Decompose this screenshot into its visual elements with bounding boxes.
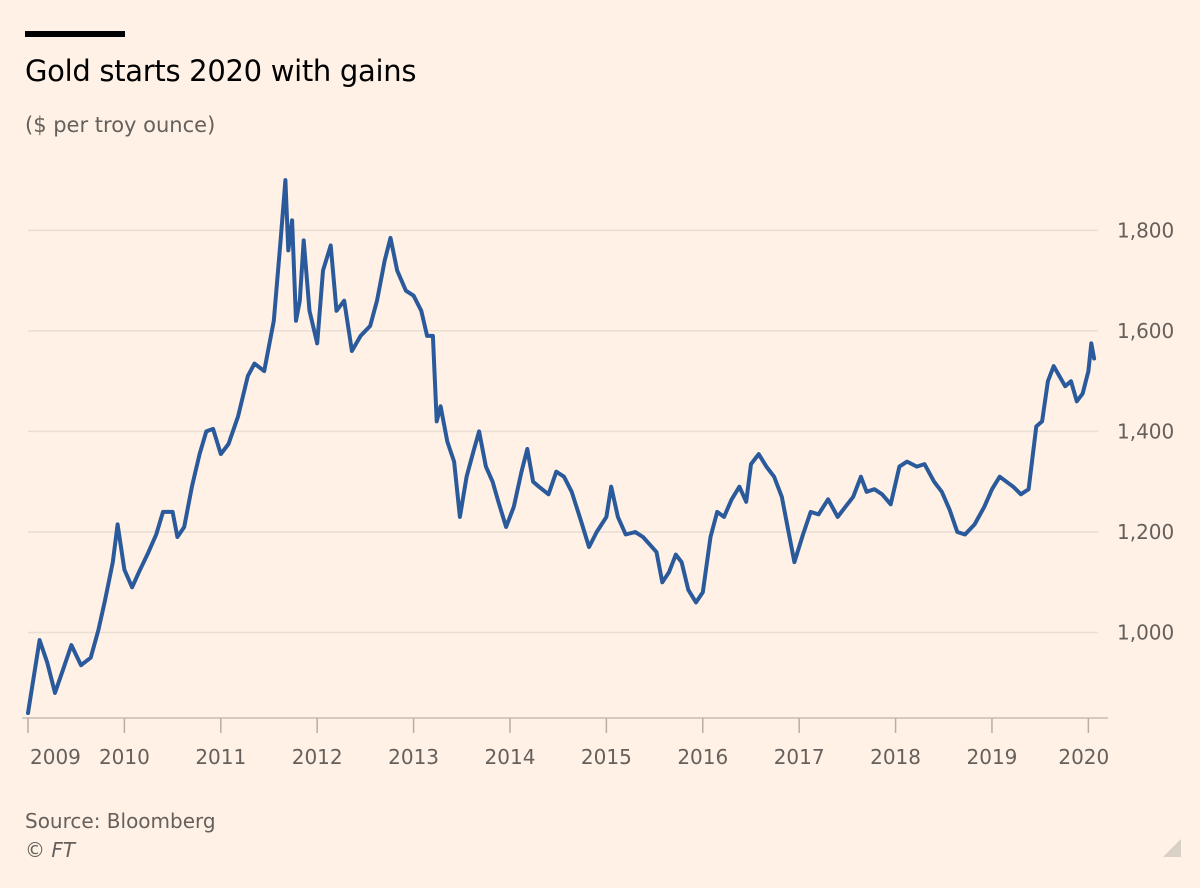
x-tick-label-2014: 2014 xyxy=(485,745,536,769)
resize-handle-icon[interactable] xyxy=(1163,839,1181,857)
x-axis-ticks: 2009 2010 2011 2012 2013 2014 2015 2016 2017 2018… xyxy=(27,718,1109,769)
chart-subtitle: ($ per troy ounce) xyxy=(25,113,216,137)
x-tick-label-2017: 2017 xyxy=(774,745,825,769)
y-tick-label-1400: 1,400 xyxy=(1117,419,1174,443)
x-tick-label-2015: 2015 xyxy=(581,745,632,769)
y-tick-label-1200: 1,200 xyxy=(1117,520,1174,544)
x-tick-label-2020: 2020 xyxy=(1058,745,1109,769)
title-accent-bar xyxy=(25,31,125,37)
y-tick-label-1000: 1,000 xyxy=(1117,621,1174,645)
x-tick-label-2013: 2013 xyxy=(388,745,439,769)
y-tick-label-1600: 1,600 xyxy=(1117,319,1174,343)
y-axis-ticks: 1,000 1,200 1,400 1,600 1,800 xyxy=(1117,218,1174,644)
chart-title: Gold starts 2020 with gains xyxy=(25,54,417,88)
y-tick-label-1800: 1,800 xyxy=(1117,218,1174,242)
series-line-gold-price xyxy=(26,178,1097,715)
gridlines xyxy=(28,229,1098,634)
x-tick-label-2012: 2012 xyxy=(292,745,343,769)
x-tick-label-2019: 2019 xyxy=(967,745,1018,769)
x-tick-label-2009: 2009 xyxy=(30,745,81,769)
x-tick-label-2018: 2018 xyxy=(870,745,921,769)
source-note: Source: Bloomberg xyxy=(25,809,216,833)
x-tick-label-2016: 2016 xyxy=(677,745,728,769)
copyright-note: © FT xyxy=(25,838,76,862)
x-tick-label-2011: 2011 xyxy=(195,745,246,769)
x-tick-label-2010: 2010 xyxy=(99,745,150,769)
